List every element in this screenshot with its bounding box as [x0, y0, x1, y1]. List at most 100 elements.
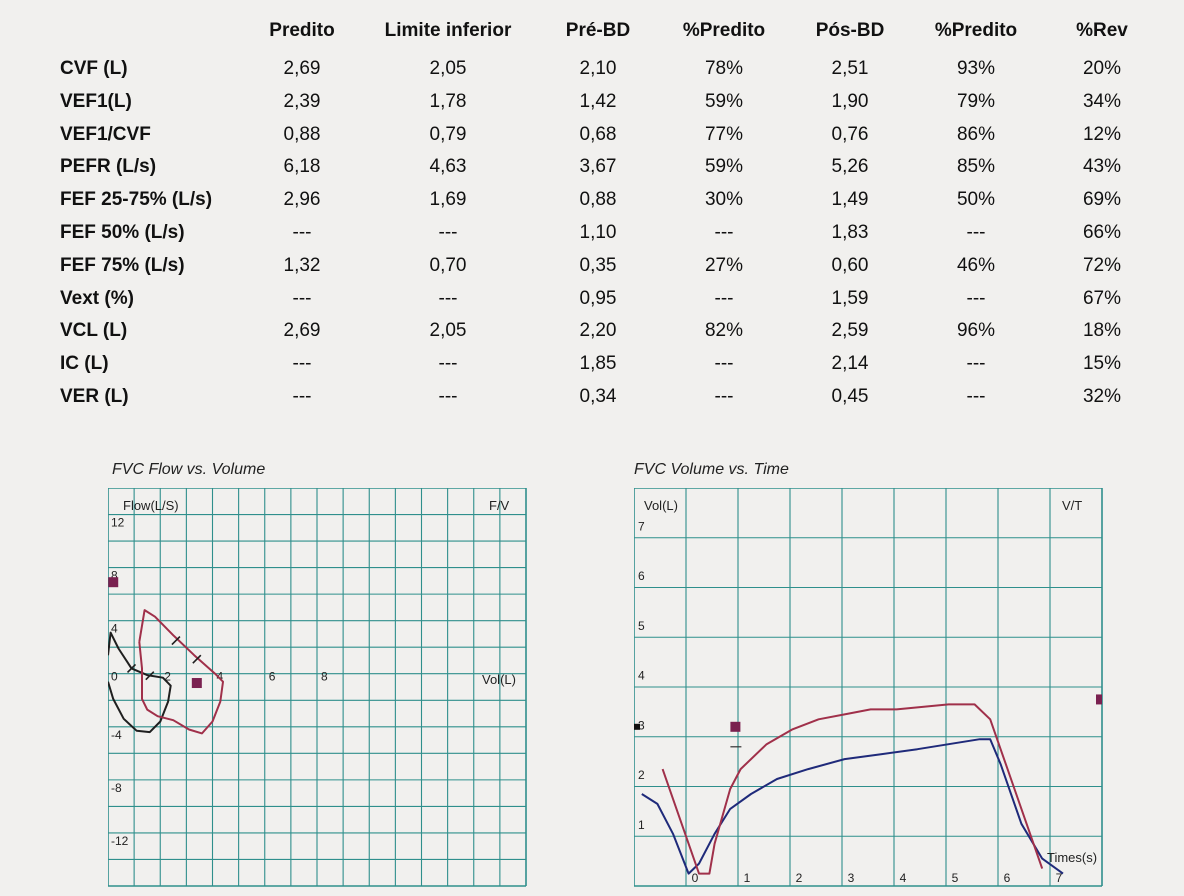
header-predito: Predito — [269, 20, 335, 41]
row-label: IC (L) — [60, 353, 109, 375]
table-cell: 1,59 — [831, 287, 869, 309]
y-tick-label: 7 — [638, 519, 645, 533]
y-tick-label: 6 — [638, 569, 645, 583]
volume-time-title: FVC Volume vs. Time — [634, 461, 789, 478]
table-cell: 79% — [956, 90, 996, 112]
chart-grid — [108, 488, 527, 887]
header-pos-bd: Pós-BD — [815, 20, 885, 41]
volume-time-chart: Vol(L) V/T Times(s) 7 6 5 4 3 2 1 0 1 2 3 4 5 6 7 — [634, 488, 1103, 887]
table-cell: 2,14 — [831, 353, 869, 375]
y-tick-label: 3 — [638, 718, 645, 732]
row-label: FEF 25-75% (L/s) — [60, 189, 213, 211]
x-tick-label: 7 — [1056, 871, 1063, 885]
y-tick-label: -4 — [111, 728, 122, 742]
table-cell: --- — [714, 353, 734, 375]
table-cell: 59% — [704, 90, 744, 112]
table-cell: --- — [292, 386, 312, 407]
table-cell: 46% — [956, 254, 996, 276]
vt-corner-label: V/T — [1062, 498, 1082, 513]
y-tick-label: 4 — [111, 622, 118, 636]
row-label: FEF 50% (L/s) — [60, 222, 185, 243]
table-cell: 2,39 — [283, 90, 321, 112]
table-cell: 0,35 — [579, 254, 617, 276]
row-label: VCL (L) — [60, 320, 128, 342]
table-cell: 66% — [1082, 222, 1122, 243]
header-limite-inferior: Limite inferior — [384, 20, 512, 41]
table-cell: 6,18 — [283, 156, 321, 178]
curve-tick-mark — [145, 671, 155, 681]
table-cell: 78% — [704, 58, 744, 79]
table-cell: 1,49 — [831, 189, 869, 211]
x-tick-label: 0 — [111, 670, 118, 684]
table-cell: 77% — [704, 123, 744, 145]
table-cell: --- — [714, 287, 734, 309]
y-tick-label: 4 — [638, 669, 645, 683]
table-cell: 82% — [704, 320, 744, 342]
table-cell: --- — [438, 386, 458, 407]
table-cell: --- — [714, 386, 734, 407]
table-cell: 1,78 — [429, 90, 467, 112]
row-label: PEFR (L/s) — [60, 156, 157, 178]
table-cell: 0,76 — [831, 123, 869, 145]
table-cell: 20% — [1082, 58, 1122, 79]
table-cell: 0,79 — [429, 123, 467, 145]
y-tick-label: 2 — [638, 768, 645, 782]
table-cell: --- — [966, 386, 986, 407]
x-tick-label: 5 — [952, 871, 959, 885]
table-cell: 96% — [956, 320, 996, 342]
flow-axis-label: Flow(L/S) — [123, 498, 179, 513]
y-tick-label: 12 — [111, 515, 125, 529]
table-cell: 2,20 — [579, 320, 617, 342]
curve-tick-mark — [126, 663, 137, 673]
fv-corner-label: F/V — [489, 498, 510, 513]
header-pct-predito-pre: %Predito — [682, 20, 766, 41]
table-cell: 0,70 — [429, 254, 467, 276]
x-tick-label: 2 — [796, 871, 803, 885]
row-label: VEF1(L) — [60, 90, 132, 112]
table-cell: 2,05 — [429, 58, 467, 79]
x-tick-label: 4 — [900, 871, 907, 885]
table-cell: 67% — [1082, 287, 1122, 309]
table-cell: 43% — [1082, 156, 1122, 178]
table-cell: 0,45 — [831, 386, 869, 407]
table-cell: 30% — [704, 189, 744, 211]
volume-axis-label: Vol(L) — [482, 672, 516, 687]
x-tick-label: 4 — [217, 670, 224, 684]
table-cell: 1,32 — [283, 254, 321, 276]
table-cell: 50% — [956, 189, 996, 211]
chart-grid — [634, 488, 1103, 887]
curve-tick-mark — [171, 636, 181, 646]
table-cell: 0,34 — [579, 386, 617, 407]
table-cell: 18% — [1082, 320, 1122, 342]
table-cell: 1,69 — [429, 189, 467, 211]
vol-axis-label: Vol(L) — [644, 498, 678, 513]
table-cell: 1,42 — [579, 90, 617, 112]
time-axis-label: Times(s) — [1047, 850, 1097, 865]
table-cell: 2,10 — [579, 58, 617, 79]
spirometry-table: Predito Limite inferior Pré-BD %Predito … — [0, 0, 1184, 430]
table-cell: 2,69 — [283, 58, 321, 79]
x-tick-label: 6 — [269, 670, 276, 684]
y-tick-label: 5 — [638, 619, 645, 633]
vt-marker — [730, 721, 741, 732]
table-cell: --- — [438, 222, 458, 243]
table-cell: 2,59 — [831, 320, 869, 342]
header-pct-rev: %Rev — [1076, 20, 1128, 41]
table-cell: --- — [292, 222, 312, 243]
flow-volume-chart: Flow(L/S) F/V Vol(L) 12 8 4 -4 -8 -12 0 2 4 6 8 — [108, 488, 527, 887]
table-cell: 1,85 — [579, 353, 617, 375]
table-cell: 32% — [1082, 386, 1122, 407]
table-cell: --- — [438, 353, 458, 375]
x-tick-label: 2 — [164, 670, 171, 684]
table-cell: 85% — [956, 156, 996, 178]
left-edge-marker — [634, 723, 640, 730]
table-cell: --- — [966, 222, 986, 243]
table-cell: 86% — [956, 123, 996, 145]
table-cell: 2,69 — [283, 320, 321, 342]
table-cell: 12% — [1082, 123, 1122, 145]
row-label: VEF1/CVF — [60, 123, 151, 145]
table-cell: 15% — [1082, 353, 1122, 375]
table-cell: 0,68 — [579, 123, 617, 145]
table-cell: --- — [292, 287, 312, 309]
table-cell: 3,67 — [579, 156, 617, 178]
